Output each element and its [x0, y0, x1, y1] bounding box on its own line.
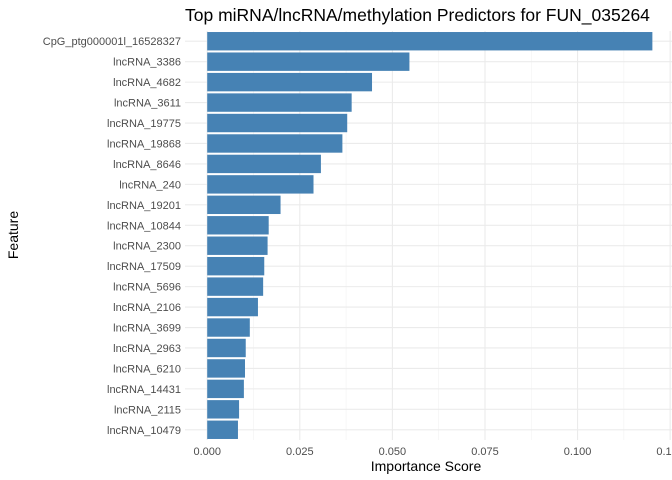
y-tick-label: lncRNA_5696	[113, 282, 181, 294]
bar	[207, 338, 246, 358]
bar	[207, 297, 258, 317]
y-tick-label: lncRNA_2115	[114, 404, 181, 416]
bar	[207, 236, 268, 255]
y-tick-label: lncRNA_14431	[107, 384, 181, 396]
chart-title: Top miRNA/lncRNA/methylation Predictors …	[185, 5, 650, 26]
x-tick-label: 0.025	[286, 446, 314, 458]
bar	[207, 420, 238, 439]
x-tick-label: 0.100	[564, 446, 592, 458]
bar	[207, 318, 250, 337]
x-tick-label: 0.050	[379, 446, 407, 458]
y-tick-label: lncRNA_240	[119, 179, 181, 191]
y-tick-label: lncRNA_19868	[107, 138, 181, 150]
grid-lines	[185, 31, 672, 440]
y-tick-label: lncRNA_6210	[113, 363, 181, 375]
x-tick-label: 0.125	[656, 446, 672, 458]
y-tick-label: lncRNA_19775	[107, 118, 181, 130]
y-tick-labels: CpG_ptg000001l_16528327 lncRNA_3386 lncRNA…	[43, 36, 181, 437]
bar	[207, 256, 265, 276]
bar	[207, 195, 281, 215]
bar	[207, 277, 264, 296]
bar	[207, 134, 343, 153]
bar	[207, 400, 240, 419]
bar	[207, 113, 348, 133]
x-tick-label: 0.075	[471, 446, 499, 458]
bars	[207, 32, 653, 439]
x-tick-labels: 0.000 0.025 0.050 0.075 0.100 0.125	[193, 446, 672, 458]
y-tick-label: lncRNA_10844	[107, 220, 181, 232]
bar	[207, 216, 269, 235]
y-tick-label: CpG_ptg000001l_16528327	[43, 36, 181, 48]
y-tick-label: lncRNA_17509	[107, 261, 181, 273]
y-tick-label: lncRNA_4682	[113, 77, 181, 89]
bar	[207, 379, 244, 399]
y-tick-label: lncRNA_3699	[113, 323, 181, 335]
y-tick-label: lncRNA_19201	[107, 200, 181, 212]
bar	[207, 93, 352, 112]
y-tick-label: lncRNA_10479	[107, 425, 181, 437]
bar	[207, 72, 373, 92]
bar	[207, 359, 245, 378]
x-tick-label: 0.000	[193, 446, 221, 458]
bar	[207, 175, 314, 194]
y-tick-label: lncRNA_2963	[113, 343, 181, 355]
y-tick-label: lncRNA_8646	[113, 159, 181, 171]
y-tick-label: lncRNA_3386	[113, 57, 181, 69]
bar	[207, 32, 653, 51]
bar	[207, 154, 321, 174]
y-tick-label: lncRNA_2106	[113, 302, 181, 314]
x-axis-title: Importance Score	[371, 458, 482, 474]
y-axis-title: Feature	[5, 211, 21, 259]
y-tick-label: lncRNA_2300	[113, 241, 181, 253]
y-tick-label: lncRNA_3611	[114, 98, 181, 110]
bar	[207, 52, 410, 71]
